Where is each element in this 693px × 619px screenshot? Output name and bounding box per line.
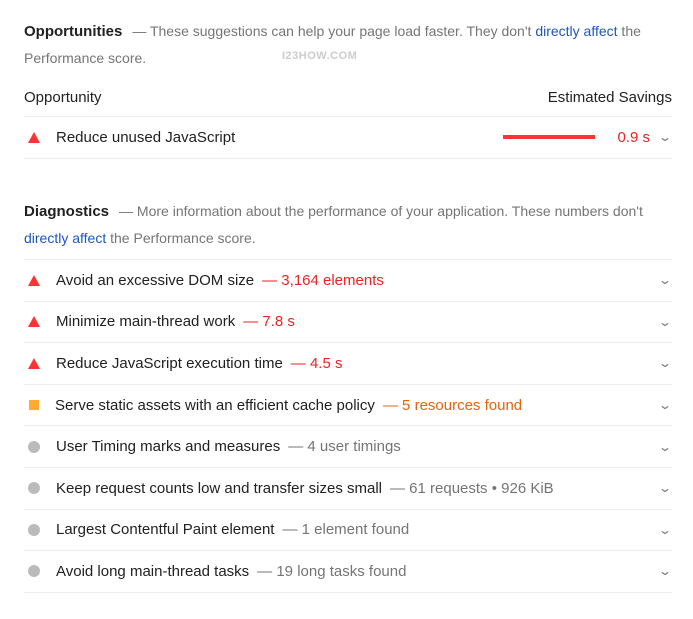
chevron-down-icon[interactable]: ⌄ [657,356,673,371]
diagnostic-detail: — 4 user timings [288,438,401,456]
opportunities-section: Opportunities — These suggestions can hel… [24,18,672,159]
chevron-down-icon[interactable]: ⌄ [657,522,673,537]
fail-triangle-icon [28,357,40,369]
diagnostics-title: Diagnostics [24,203,110,220]
chevron-down-icon[interactable]: ⌄ [657,398,673,413]
info-circle-icon [28,482,40,495]
chevron-down-icon[interactable]: ⌄ [657,130,673,145]
watermark: I23HOW.COM [282,50,358,62]
savings-value: 0.9 s [617,128,650,146]
diagnostic-row[interactable]: Avoid an excessive DOM size — 3,164 eleme… [24,260,672,302]
diagnostic-row[interactable]: Reduce JavaScript execution time — 4.5 s ⌄ [24,343,672,385]
diagnostic-row[interactable]: Serve static assets with an efficient ca… [24,385,672,427]
savings-bar [503,135,596,140]
diagnostic-row[interactable]: User Timing marks and measures — 4 user t… [24,426,672,468]
diagnostics-section: Diagnostics — More information about the … [24,198,672,593]
opportunities-description: Opportunities — These suggestions can hel… [24,23,641,66]
diagnostic-detail: — 5 resources found [382,396,523,414]
info-circle-icon [28,565,40,578]
opportunity-label: Reduce unused JavaScript [56,128,236,146]
info-circle-icon [28,523,40,536]
diagnostic-label: Largest Contentful Paint element [56,521,275,539]
diagnostic-label: Avoid an excessive DOM size [56,271,255,289]
diagnostics-description: Diagnostics — More information about the … [24,203,643,246]
diagnostic-label: Keep request counts low and transfer siz… [56,479,382,497]
opportunity-column-label: Opportunity [24,89,102,106]
average-square-icon [29,400,39,411]
opportunities-title: Opportunities [24,23,123,40]
diagnostic-row[interactable]: Minimize main-thread work — 7.8 s ⌄ [24,302,672,344]
chevron-down-icon[interactable]: ⌄ [657,481,673,496]
estimated-savings-column-label: Estimated Savings [547,89,672,106]
opportunity-row[interactable]: Reduce unused JavaScript 0.9 s ⌄ [24,117,672,159]
diagnostic-detail: — 3,164 elements [262,271,384,289]
diagnostic-label: Avoid long main-thread tasks [56,562,250,580]
diagnostic-label: Reduce JavaScript execution time [56,354,283,372]
diagnostic-row[interactable]: Avoid long main-thread tasks — 19 long ta… [24,551,672,593]
fail-triangle-icon [28,274,40,286]
diagnostic-detail: — 7.8 s [243,313,295,331]
diagnostic-row[interactable]: Keep request counts low and transfer siz… [24,468,672,510]
directly-affect-link[interactable]: directly affect [535,23,618,39]
directly-affect-link[interactable]: directly affect [24,230,107,246]
diagnostic-label: Minimize main-thread work [56,313,236,331]
diagnostic-detail: — 19 long tasks found [257,562,407,580]
diagnostic-label: Serve static assets with an efficient ca… [55,396,375,414]
chevron-down-icon[interactable]: ⌄ [657,564,673,579]
opportunities-column-header: Opportunity Estimated Savings [24,79,672,117]
chevron-down-icon[interactable]: ⌄ [657,439,673,454]
diagnostic-label: User Timing marks and measures [56,438,281,456]
info-circle-icon [28,440,40,453]
diagnostic-detail: — 61 requests • 926 KiB [390,479,554,497]
diagnostic-detail: — 1 element found [282,521,410,539]
chevron-down-icon[interactable]: ⌄ [657,314,673,329]
chevron-down-icon[interactable]: ⌄ [657,273,673,288]
diagnostic-row[interactable]: Largest Contentful Paint element — 1 elem… [24,510,672,552]
fail-triangle-icon [28,316,40,328]
fail-triangle-icon [28,131,40,143]
diagnostic-detail: — 4.5 s [290,354,343,372]
